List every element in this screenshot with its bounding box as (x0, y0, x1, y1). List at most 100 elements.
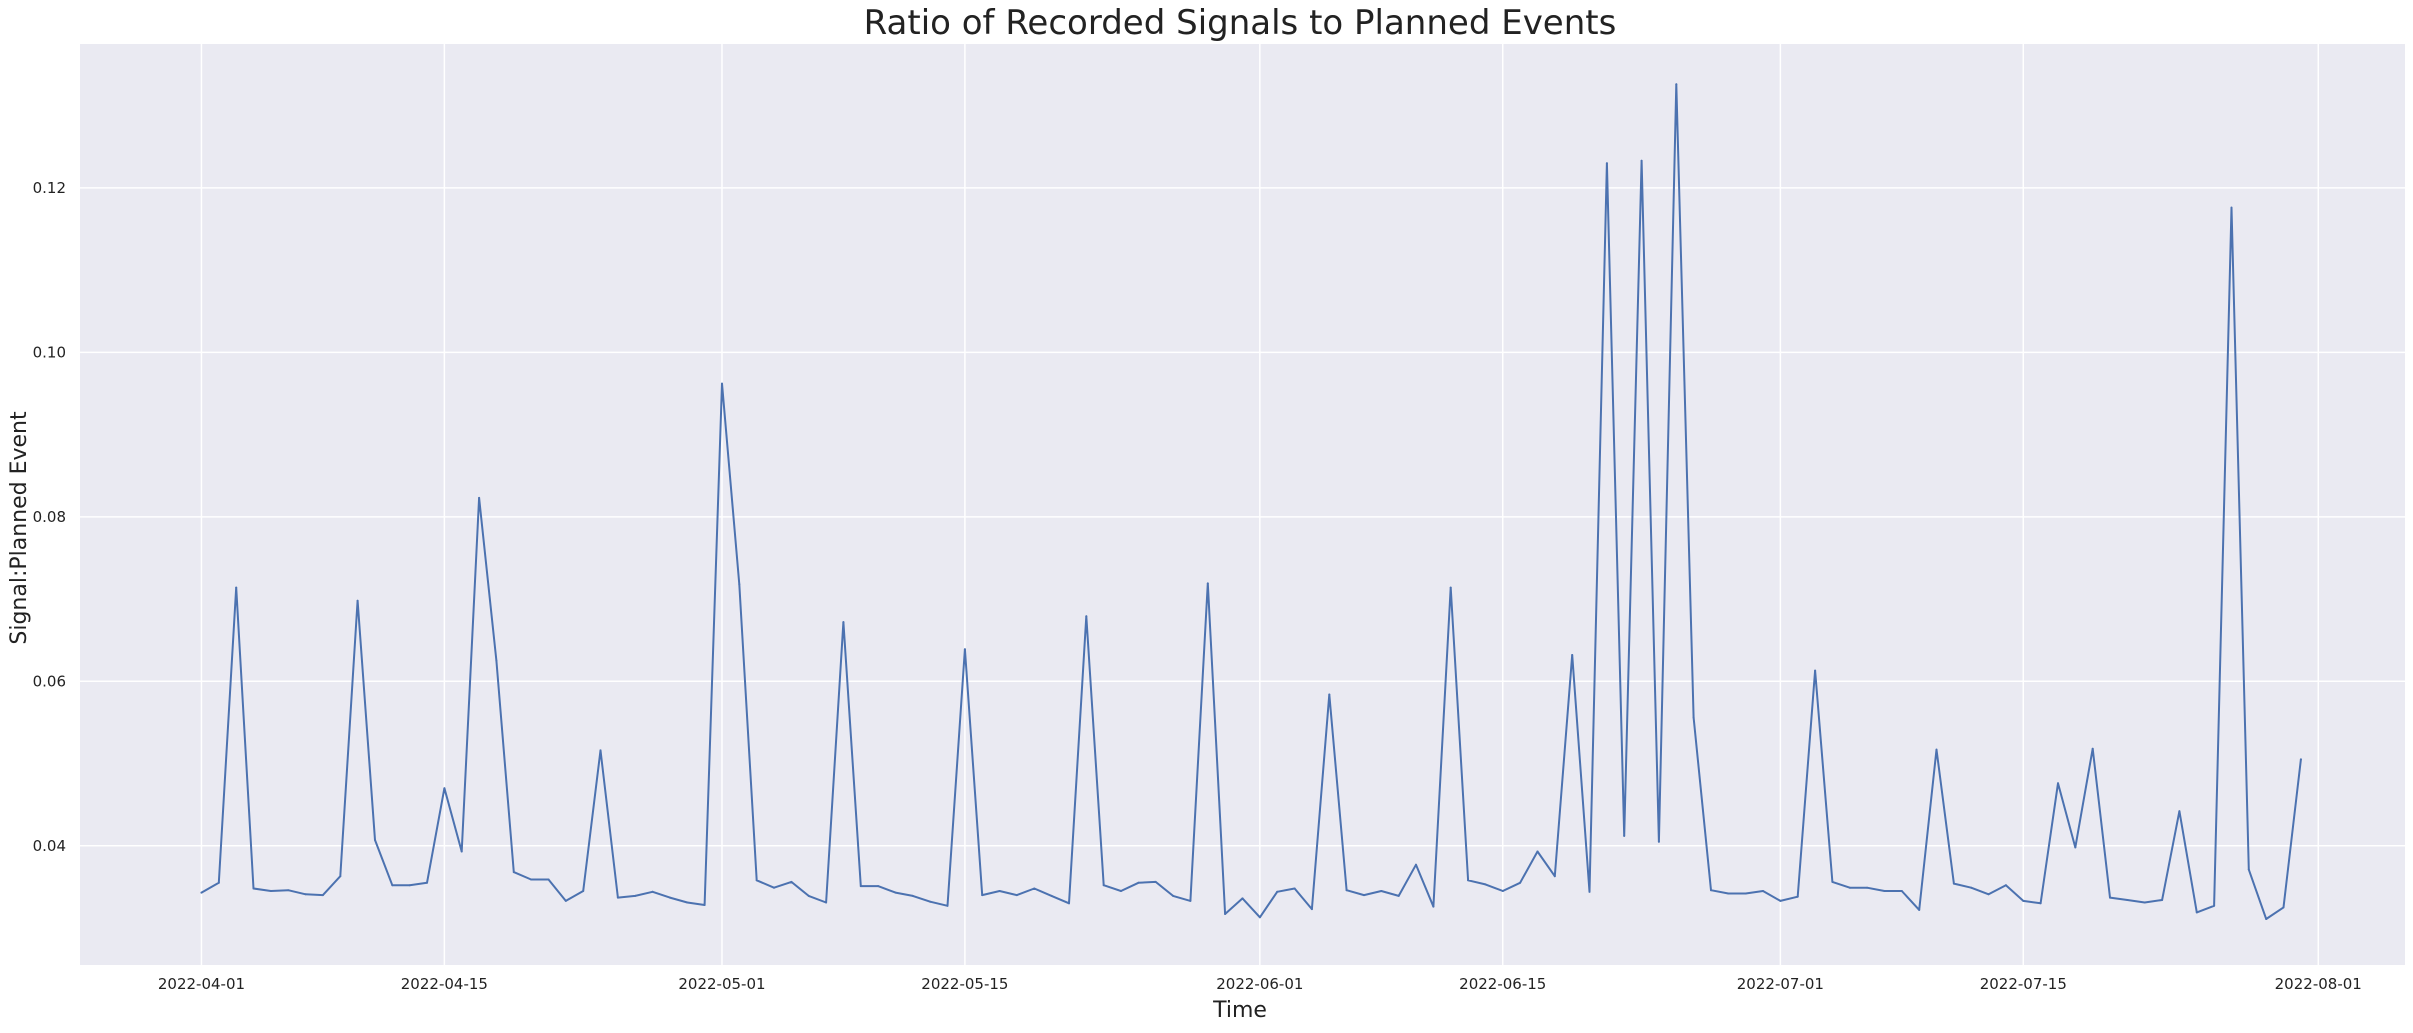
data-point (1935, 748, 1938, 751)
series-line (200, 83, 2302, 920)
data-point (1796, 895, 1799, 898)
data-point (981, 894, 984, 897)
data-point (2039, 902, 2042, 905)
x-tick-label: 2022-04-15 (401, 975, 488, 993)
data-point (235, 586, 238, 589)
data-point (859, 885, 862, 888)
tick-labels: 2022-04-01 2022-04-15 2022-05-01 2022-05-15… (33, 179, 2362, 993)
data-point (1484, 883, 1487, 886)
data-point (825, 901, 828, 904)
data-point (1918, 908, 1921, 911)
grid-lines (80, 44, 2405, 965)
data-point (1050, 894, 1053, 897)
data-point (252, 887, 255, 890)
data-point (1623, 834, 1626, 837)
data-point (304, 893, 307, 896)
data-point (2213, 904, 2216, 907)
data-point (512, 871, 515, 874)
chart-title: Ratio of Recorded Signals to Planned Eve… (864, 3, 1617, 43)
x-tick-label: 2022-08-01 (2275, 975, 2362, 993)
data-point (1883, 890, 1886, 892)
y-tick-label: 0.06 (33, 672, 66, 690)
x-tick-label: 2022-07-01 (1737, 975, 1824, 993)
data-point (339, 875, 342, 878)
data-point (495, 659, 498, 662)
data-point (1952, 882, 1955, 885)
data-point (1866, 886, 1869, 889)
data-point (269, 890, 272, 892)
data-point (1501, 890, 1504, 892)
data-point (1189, 899, 1192, 902)
data-points (200, 83, 2302, 920)
data-point (2282, 906, 2285, 909)
data-point (2091, 747, 2094, 750)
data-point (1397, 894, 1400, 897)
data-point (721, 382, 723, 385)
data-point (1831, 880, 1834, 883)
data-point (634, 894, 637, 897)
data-point (564, 899, 567, 902)
data-point (877, 885, 880, 888)
data-point (1640, 159, 1643, 162)
plot-area (80, 44, 2405, 965)
data-point (755, 879, 758, 882)
data-point (2126, 899, 2129, 901)
data-point (1345, 889, 1348, 892)
data-point (1692, 716, 1695, 719)
data-point (2178, 810, 2181, 813)
data-point (894, 891, 897, 894)
data-point (1276, 890, 1279, 893)
data-point (1467, 879, 1470, 882)
data-point (2247, 868, 2250, 871)
data-point (1814, 669, 1817, 672)
data-point (1224, 913, 1227, 915)
y-axis-title: Signal:Planned Event (7, 411, 32, 645)
data-point (1536, 850, 1539, 853)
data-point (2265, 918, 2268, 920)
data-point (911, 894, 914, 897)
data-point (2074, 846, 2077, 849)
data-point (616, 896, 619, 899)
data-point (773, 886, 775, 889)
data-point (2230, 206, 2233, 209)
data-point (1033, 887, 1036, 890)
data-point (2057, 782, 2059, 785)
data-point (426, 881, 428, 884)
data-point (668, 896, 671, 899)
data-point (391, 884, 394, 887)
data-point (1571, 654, 1574, 656)
data-point (478, 496, 481, 499)
data-point (1120, 890, 1122, 892)
data-point (1744, 892, 1747, 895)
data-point (1970, 886, 1973, 889)
data-point (686, 901, 689, 904)
data-point (2161, 899, 2164, 901)
data-point (1762, 890, 1764, 892)
y-tick-label: 0.12 (33, 179, 66, 197)
data-point (1328, 693, 1331, 696)
data-point (1241, 897, 1244, 900)
data-point (582, 890, 585, 892)
data-point (2004, 884, 2007, 887)
data-point (1449, 586, 1452, 589)
data-point (374, 839, 376, 841)
x-tick-label: 2022-06-01 (1216, 975, 1303, 993)
data-point (1519, 881, 1522, 884)
data-point (790, 880, 793, 883)
data-point (929, 900, 932, 903)
data-point (807, 894, 810, 897)
data-point (530, 878, 533, 881)
data-point (1588, 890, 1591, 893)
data-point (321, 894, 324, 897)
data-point (1310, 908, 1313, 911)
data-point (1293, 887, 1296, 890)
data-point (287, 889, 290, 892)
y-tick-label: 0.04 (33, 837, 66, 855)
x-tick-label: 2022-07-15 (1980, 975, 2067, 993)
data-point (1085, 615, 1088, 618)
x-tick-label: 2022-05-01 (678, 975, 765, 993)
y-tick-label: 0.10 (33, 343, 66, 361)
data-point (1848, 886, 1851, 889)
